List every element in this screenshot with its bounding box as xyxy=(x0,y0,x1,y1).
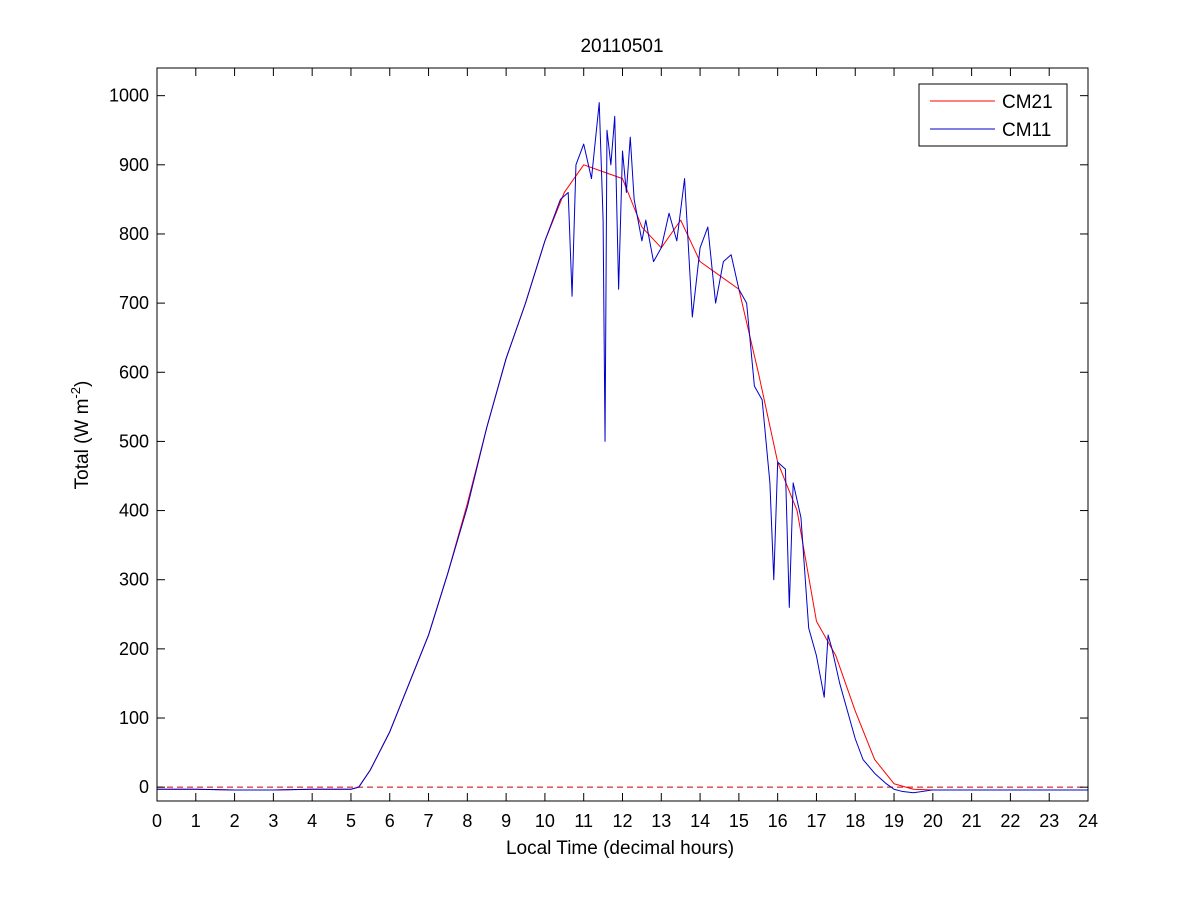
x-tick-label: 1 xyxy=(191,811,201,831)
x-tick-label: 2 xyxy=(230,811,240,831)
legend-label-cm11: CM11 xyxy=(1002,120,1051,141)
x-tick-label: 6 xyxy=(385,811,395,831)
x-tick-label: 5 xyxy=(346,811,356,831)
x-tick-label: 9 xyxy=(501,811,511,831)
legend-label-cm21: CM21 xyxy=(1002,92,1053,113)
y-tick-label: 300 xyxy=(119,570,149,590)
x-axis-label: Local Time (decimal hours) xyxy=(506,838,734,859)
y-axis-label: Total (W m-2) xyxy=(68,381,93,490)
plot-area xyxy=(157,68,1088,801)
y-axis-label-prefix: Total (W m xyxy=(72,399,93,490)
x-tick-label: 15 xyxy=(729,811,749,831)
x-tick-label: 23 xyxy=(1039,811,1059,831)
legend: CM21 CM11 xyxy=(918,83,1068,147)
x-tick-label: 13 xyxy=(651,811,671,831)
y-axis-label-suffix: ) xyxy=(72,381,93,387)
x-tick-label: 8 xyxy=(462,811,472,831)
x-tick-label: 0 xyxy=(152,811,162,831)
x-tick-label: 18 xyxy=(845,811,865,831)
y-tick-label: 0 xyxy=(139,777,149,797)
x-axis-ticks: 0 1 2 3 4 5 6 7 8 9 10 11 12 13 14 15 16 17 18 19 20 21 22 23 24 xyxy=(152,68,1098,831)
chart-title: 20110501 xyxy=(580,36,663,57)
x-tick-label: 17 xyxy=(806,811,826,831)
y-tick-label: 600 xyxy=(119,362,149,382)
y-tick-label: 1000 xyxy=(109,86,149,106)
x-tick-label: 10 xyxy=(535,811,555,831)
legend-box xyxy=(918,83,1068,147)
x-tick-label: 21 xyxy=(962,811,982,831)
y-tick-label: 900 xyxy=(119,155,149,175)
y-tick-label: 800 xyxy=(119,224,149,244)
x-tick-label: 12 xyxy=(612,811,632,831)
x-tick-label: 3 xyxy=(268,811,278,831)
x-tick-label: 11 xyxy=(574,811,593,831)
y-tick-label: 200 xyxy=(119,639,149,659)
x-tick-label: 16 xyxy=(768,811,788,831)
x-tick-label: 20 xyxy=(923,811,943,831)
y-tick-label: 400 xyxy=(119,501,149,521)
x-tick-label: 14 xyxy=(690,811,710,831)
y-tick-label: 700 xyxy=(119,293,149,313)
y-tick-label: 500 xyxy=(119,431,149,451)
y-axis-label-superscript: -2 xyxy=(68,387,83,399)
x-tick-label: 4 xyxy=(307,811,317,831)
y-tick-label: 100 xyxy=(119,708,149,728)
x-tick-label: 7 xyxy=(424,811,434,831)
x-tick-label: 19 xyxy=(884,811,904,831)
series-layer xyxy=(157,102,1088,794)
x-tick-label: 22 xyxy=(1000,811,1020,831)
x-tick-label: 24 xyxy=(1078,811,1098,831)
series-line-cm11 xyxy=(157,102,1088,794)
y-axis-ticks: 0 100 200 300 400 500 600 700 800 900 1000 xyxy=(109,86,1088,797)
